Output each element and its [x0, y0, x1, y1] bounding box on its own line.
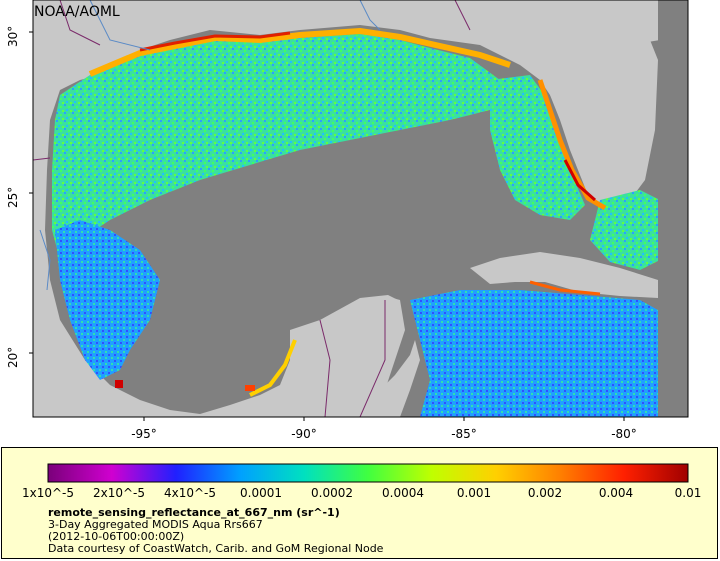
cb-tick-0.004: 0.004	[598, 486, 634, 500]
no-data-strip	[658, 0, 688, 417]
legend-date: (2012-10-06T00:00:00Z)	[48, 530, 185, 543]
map-border	[32, 0, 689, 418]
coastal-band-florida	[537, 79, 607, 211]
coastal-band-florida-red	[563, 159, 596, 202]
cb-tick-0.0002: 0.0002	[311, 486, 353, 500]
coastal-band-north-red	[139, 31, 291, 52]
legend-credit: Data courtesy of CoastWatch, Carib. and …	[48, 542, 384, 555]
coastal-spot-south	[245, 385, 255, 391]
x-tick-85w: -85°	[451, 427, 477, 441]
cb-tick-0.0001: 0.0001	[240, 486, 282, 500]
cb-tick-4e-5: 4x10^-5	[163, 486, 217, 500]
cb-tick-0.002: 0.002	[527, 486, 563, 500]
coastal-band-yucatan	[249, 339, 297, 397]
land-central-america	[360, 340, 420, 417]
reflectance-bahamas	[590, 190, 660, 270]
land-yucatan	[290, 295, 398, 417]
cb-tick-2e-5: 2x10^-5	[92, 486, 146, 500]
reflectance-caribbean	[410, 290, 658, 417]
map-credit: NOAA/AOML	[34, 4, 120, 20]
coastal-band-north	[88, 27, 511, 77]
coastal-band-cuba	[529, 280, 601, 296]
reflectance-shelf-west	[55, 220, 160, 380]
axis-ticks	[29, 31, 625, 421]
x-tick-90w: -90°	[291, 427, 317, 441]
land-florida	[540, 40, 658, 210]
land-cuba	[470, 252, 658, 298]
x-tick-80w: -80°	[611, 427, 637, 441]
cb-tick-0.001: 0.001	[456, 486, 492, 500]
x-tick-95w: -95°	[131, 427, 157, 441]
reflectance-west-florida-shelf	[490, 75, 585, 220]
legend-title: remote_sensing_reflectance_at_667_nm (sr…	[48, 506, 340, 519]
coastal-spot-southwest	[115, 380, 123, 388]
cb-tick-0.0004: 0.0004	[382, 486, 424, 500]
country-borders	[33, 0, 471, 417]
reflectance-shelf-north	[52, 34, 500, 260]
rivers	[39, 0, 381, 291]
cb-tick-1e-5: 1x10^-5	[21, 486, 75, 500]
legend-dataset: 3-Day Aggregated MODIS Aqua Rrs667	[48, 518, 263, 531]
cb-tick-0.01: 0.01	[674, 486, 702, 500]
